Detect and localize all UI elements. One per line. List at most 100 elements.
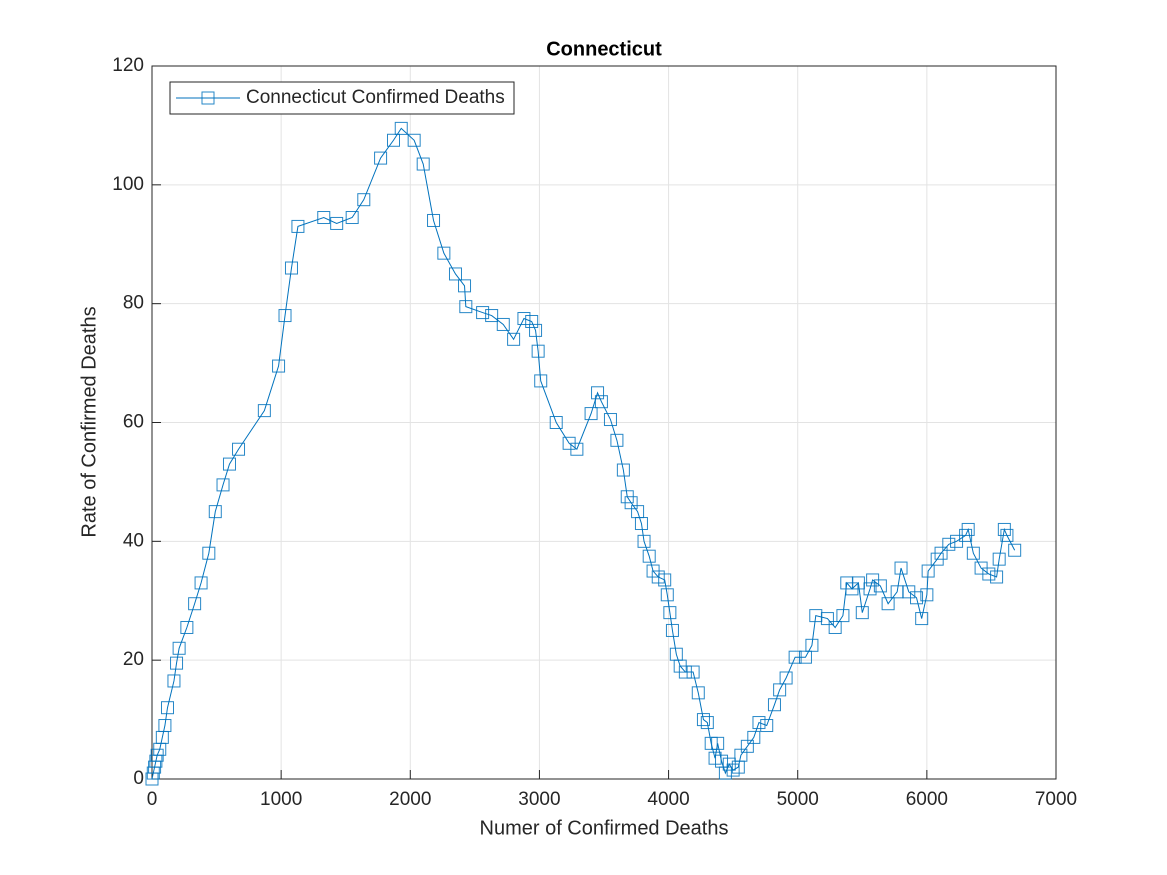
marker: [517, 312, 531, 326]
x-axis-label: Numer of Confirmed Deaths: [480, 817, 729, 839]
marker: [407, 133, 421, 147]
x-tick-label: 4000: [647, 789, 689, 810]
y-tick-label: 60: [123, 412, 144, 433]
marker: [374, 151, 388, 165]
marker: [591, 386, 605, 400]
marker: [437, 246, 451, 260]
marker: [966, 546, 980, 560]
marker: [570, 442, 584, 456]
marker: [915, 612, 929, 626]
x-tick-label: 5000: [777, 789, 819, 810]
marker: [990, 570, 1004, 584]
marker: [921, 564, 935, 578]
marker: [394, 121, 408, 135]
marker: [686, 665, 700, 679]
marker: [202, 546, 216, 560]
marker: [836, 609, 850, 623]
marker: [788, 650, 802, 664]
marker: [910, 591, 924, 605]
axes-box: [151, 65, 1057, 780]
marker: [172, 641, 186, 655]
marker: [820, 612, 834, 626]
y-tick-label: 80: [123, 293, 144, 314]
marker: [665, 623, 679, 637]
marker: [642, 549, 656, 563]
marker: [1000, 528, 1014, 542]
marker: [982, 567, 996, 581]
marker: [216, 478, 230, 492]
marker: [691, 686, 705, 700]
marker: [718, 766, 732, 780]
marker: [167, 674, 181, 688]
y-tick-label: 100: [112, 174, 144, 195]
marker: [458, 279, 472, 293]
marker: [594, 395, 608, 409]
marker: [386, 133, 400, 147]
marker: [232, 442, 246, 456]
marker: [416, 157, 430, 171]
marker: [525, 314, 539, 328]
marker: [634, 517, 648, 531]
y-tick-label: 20: [123, 649, 144, 670]
marker: [345, 211, 359, 225]
y-axis-label: Rate of Confirmed Deaths: [78, 306, 100, 537]
x-tick-label: 3000: [518, 789, 560, 810]
marker: [779, 671, 793, 685]
marker: [485, 309, 499, 323]
marker: [534, 374, 548, 388]
marker: [284, 261, 298, 275]
marker: [158, 719, 172, 733]
marker: [160, 701, 174, 715]
y-tick-label: 120: [112, 55, 144, 76]
marker: [603, 413, 617, 427]
x-tick-label: 1000: [260, 789, 302, 810]
marker: [660, 588, 674, 602]
line: [151, 127, 1016, 780]
marker: [610, 433, 624, 447]
marker: [357, 193, 371, 207]
marker: [678, 665, 692, 679]
marker: [459, 300, 473, 314]
marker: [616, 463, 630, 477]
marker: [448, 267, 462, 281]
marker: [291, 219, 305, 233]
marker: [934, 546, 948, 560]
marker: [805, 638, 819, 652]
marker: [726, 763, 740, 777]
marker: [942, 537, 956, 551]
marker: [278, 309, 292, 323]
marker: [317, 211, 331, 225]
marker: [752, 716, 766, 730]
y-tick-label: 40: [123, 530, 144, 551]
marker: [961, 522, 975, 536]
marker: [584, 407, 598, 421]
marker: [531, 344, 545, 358]
marker: [828, 620, 842, 634]
marker: [881, 597, 895, 611]
marker: [496, 317, 510, 331]
marker: [549, 416, 563, 429]
marker: [1008, 543, 1022, 557]
y-tick-label: 0: [133, 768, 144, 789]
x-tick-label: 2000: [389, 789, 431, 810]
marker: [170, 656, 184, 670]
x-tick-label: 7000: [1035, 789, 1077, 810]
marker: [992, 552, 1006, 566]
marker: [711, 736, 725, 750]
marker: [476, 306, 490, 320]
legend-marker: [201, 91, 215, 105]
marker: [507, 332, 521, 346]
marker: [863, 582, 877, 596]
marker: [700, 716, 714, 730]
marker: [180, 620, 194, 634]
marker: [188, 597, 202, 611]
marker: [257, 404, 271, 418]
chart-title: Connecticut: [546, 38, 662, 60]
marker: [658, 573, 672, 587]
marker: [747, 730, 761, 744]
marker: [330, 216, 344, 230]
marker: [427, 213, 441, 227]
marker: [873, 579, 887, 593]
